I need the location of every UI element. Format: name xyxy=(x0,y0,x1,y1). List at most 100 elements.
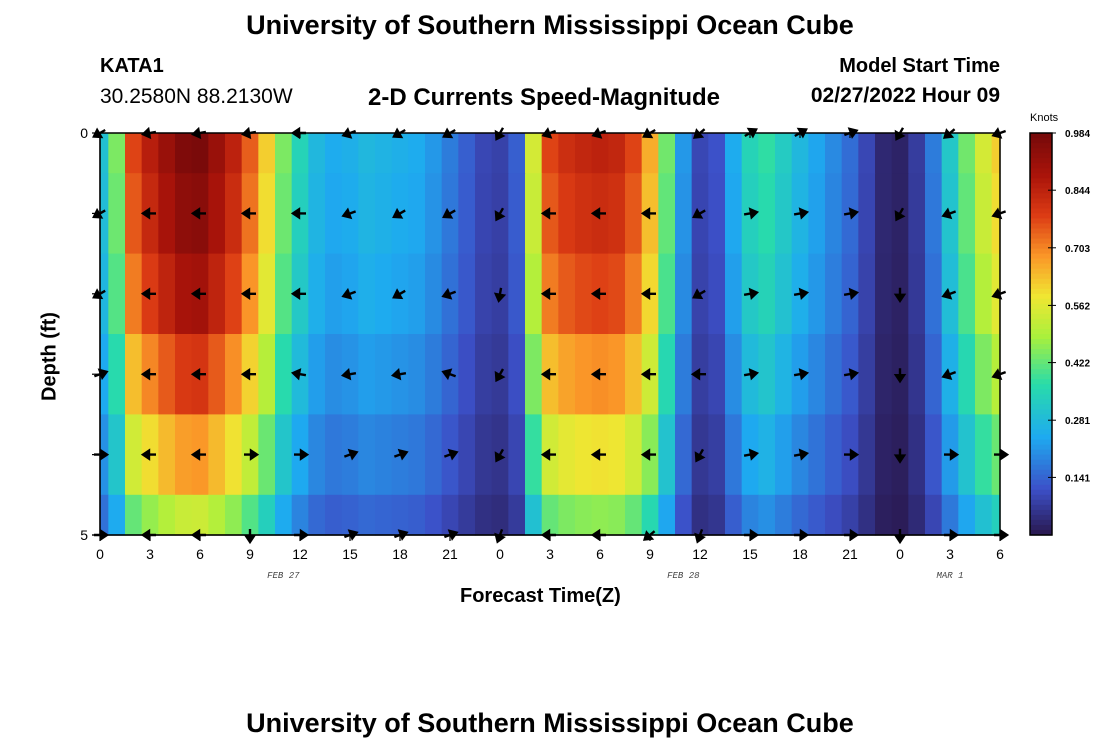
colorbar-segment xyxy=(1030,218,1052,225)
heatmap-cell xyxy=(425,173,443,255)
heatmap-cell xyxy=(275,133,293,174)
heatmap-cell xyxy=(758,173,776,255)
heatmap-cell xyxy=(575,253,593,335)
heatmap-cell xyxy=(275,334,293,415)
x-tick-label: 0 xyxy=(96,546,104,562)
colorbar-segment xyxy=(1030,328,1052,335)
colorbar-segment xyxy=(1030,273,1052,280)
date-label: MAR 1 xyxy=(936,571,963,581)
heatmap-cell xyxy=(725,133,743,174)
colorbar-segment xyxy=(1030,529,1052,536)
heatmap-cell xyxy=(908,133,926,174)
colorbar-segment xyxy=(1030,213,1052,220)
current-arrow xyxy=(494,368,506,383)
current-arrow xyxy=(341,287,357,300)
colorbar-tick-label: 0.984 xyxy=(1065,129,1090,140)
heatmap-cell xyxy=(458,253,476,335)
heatmap-cell xyxy=(991,494,1001,536)
heatmap-cell xyxy=(475,414,493,496)
date-label: FEB 28 xyxy=(667,571,700,581)
colorbar-segment xyxy=(1030,313,1052,320)
heatmap-cell xyxy=(875,133,893,174)
heatmap-cell xyxy=(675,334,693,415)
heatmap-cell xyxy=(375,133,393,174)
colorbar-segment xyxy=(1030,138,1052,144)
date-label: FEB 27 xyxy=(267,571,300,581)
heatmap-cell xyxy=(125,414,143,496)
model-start-date: 02/27/2022 Hour 09 xyxy=(810,84,1000,107)
heatmap-cell xyxy=(175,494,193,536)
heatmap-cell xyxy=(241,133,259,174)
heatmap-cell xyxy=(975,133,993,174)
heatmap-cell xyxy=(758,334,776,415)
heatmap-cell xyxy=(758,494,776,536)
heatmap-cell xyxy=(725,494,743,536)
y-tick-label: 0 xyxy=(80,125,88,141)
current-arrow xyxy=(690,367,706,381)
model-start-label: Model Start Time xyxy=(839,55,1000,77)
colorbar-units-label: Knots xyxy=(1030,112,1059,124)
colorbar-segment xyxy=(1030,198,1052,204)
heatmap-cell xyxy=(325,133,343,174)
heatmap-cell xyxy=(125,494,143,536)
heatmap-cell xyxy=(825,133,843,174)
heatmap-cell xyxy=(775,494,793,536)
current-arrow xyxy=(244,448,260,461)
heatmap-cell xyxy=(558,133,576,174)
heatmap-cell xyxy=(858,494,876,536)
heatmap-cell xyxy=(941,133,959,174)
current-arrow xyxy=(743,207,760,220)
current-arrow xyxy=(893,287,907,303)
heatmap-cell xyxy=(725,173,743,255)
colorbar-segment xyxy=(1030,243,1052,250)
heatmap-cell xyxy=(891,494,909,536)
heatmap-cell xyxy=(725,414,743,496)
x-tick-label: 21 xyxy=(442,546,458,562)
heatmap-cell xyxy=(508,494,526,536)
heatmap-cell xyxy=(625,173,643,255)
heatmap-cell xyxy=(675,173,693,255)
heatmap-cell xyxy=(225,173,243,255)
heatmap-cell xyxy=(541,133,559,174)
current-arrow xyxy=(640,207,656,220)
heatmap-cell xyxy=(858,133,876,174)
heatmap-cell xyxy=(358,253,376,335)
colorbar-tick-label: 0.844 xyxy=(1065,186,1090,197)
x-tick-label: 9 xyxy=(246,546,254,562)
current-arrow xyxy=(590,367,606,381)
heatmap-cell xyxy=(491,133,509,174)
current-arrow xyxy=(240,367,256,381)
heatmap-cell xyxy=(325,494,343,536)
heatmap-cell xyxy=(108,494,126,536)
heatmap-cell xyxy=(558,414,576,496)
current-arrow xyxy=(540,287,556,301)
heatmap-cell xyxy=(291,133,309,174)
colorbar-segment xyxy=(1030,429,1052,436)
heatmap-cell xyxy=(825,334,843,415)
heatmap-cell xyxy=(708,414,726,496)
colorbar-segment xyxy=(1030,133,1052,139)
x-tick-label: 12 xyxy=(692,546,708,562)
heatmap-cell xyxy=(591,494,609,536)
heatmap-cell xyxy=(808,414,826,496)
heatmap-cell xyxy=(475,133,493,174)
colorbar-segment xyxy=(1030,489,1052,496)
heatmap-cell xyxy=(658,334,676,415)
heatmap-cell xyxy=(908,253,926,335)
x-tick-label: 12 xyxy=(292,546,308,562)
station-coordinates: 30.2580N 88.2130W xyxy=(100,85,293,108)
heatmap-cell xyxy=(575,334,593,415)
colorbar-segment xyxy=(1030,369,1052,375)
current-arrow xyxy=(540,448,556,461)
heatmap-cell xyxy=(108,414,126,496)
heatmap-cell xyxy=(841,133,859,174)
heatmap-cell xyxy=(141,494,159,536)
colorbar-tick-label: 0.422 xyxy=(1065,359,1090,370)
current-arrow xyxy=(590,287,606,301)
current-arrow xyxy=(190,448,206,461)
colorbar-segment xyxy=(1030,238,1052,245)
current-arrow xyxy=(140,367,156,381)
heatmap-cell xyxy=(391,494,409,536)
x-tick-label: 9 xyxy=(646,546,654,562)
current-arrow xyxy=(944,448,960,461)
